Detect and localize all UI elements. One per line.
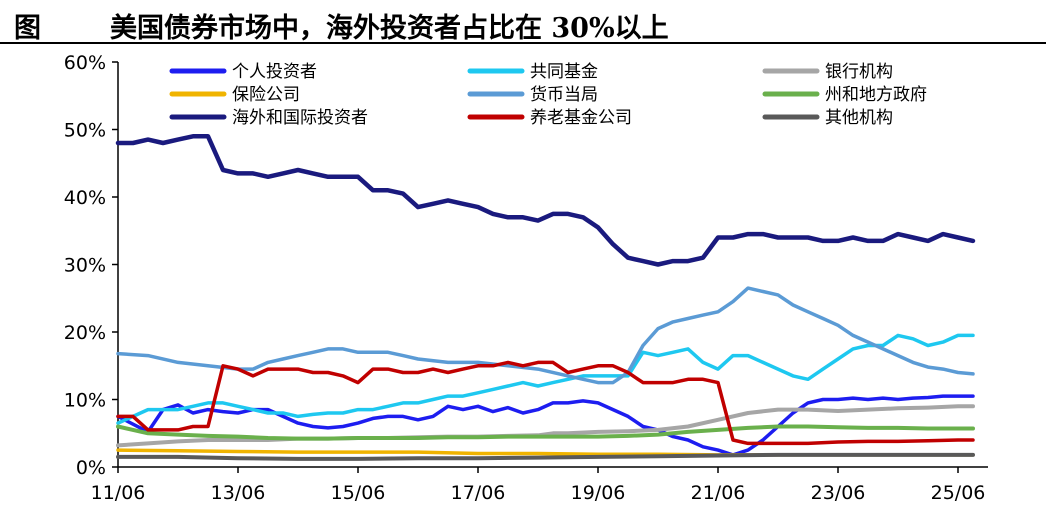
- x-tick-label: 15/06: [331, 482, 386, 504]
- legend-label: 银行机构: [825, 62, 893, 82]
- legend-label: 州和地方政府: [825, 85, 927, 105]
- x-tick-label: 21/06: [691, 482, 746, 504]
- y-tick-label: 0%: [76, 457, 106, 479]
- x-tick-label: 11/06: [91, 482, 146, 504]
- series-line-1: [116, 333, 975, 425]
- chart-axes: 0% 10% 20% 30% 40% 50% 60% 11/06 13/06 15/06 17/06…: [64, 52, 988, 504]
- y-tick-label: 60%: [64, 52, 106, 74]
- page-title: 美国债券市场中，海外投资者占比在 30%以上: [110, 13, 669, 44]
- x-tick-label: 23/06: [811, 482, 866, 504]
- chart-series: [115, 134, 976, 461]
- title-rule: [0, 42, 1046, 44]
- series-line-5: [116, 424, 975, 441]
- legend-label: 货币当局: [530, 85, 598, 105]
- legend-label: 个人投资者: [232, 62, 317, 82]
- y-tick-label: 40%: [64, 187, 106, 209]
- legend-label: 养老基金公司: [530, 108, 632, 128]
- x-tick-label: 13/06: [211, 482, 266, 504]
- figure-label: 图: [14, 13, 41, 44]
- y-tick-label: 30%: [64, 255, 106, 277]
- series-line-8: [116, 452, 975, 461]
- y-tick-label: 50%: [64, 120, 106, 142]
- series-line-4: [116, 286, 975, 385]
- title-bar: 图 美国债券市场中，海外投资者占比在 30%以上: [0, 0, 1046, 48]
- series-line-6: [115, 134, 976, 267]
- legend-label: 共同基金: [530, 62, 598, 82]
- series-line-7: [116, 360, 975, 446]
- legend-label: 保险公司: [232, 85, 300, 105]
- y-tick-label: 10%: [64, 390, 106, 412]
- x-tick-label: 25/06: [931, 482, 986, 504]
- x-tick-label: 17/06: [451, 482, 506, 504]
- legend-label: 海外和国际投资者: [232, 108, 368, 128]
- x-tick-label: 19/06: [571, 482, 626, 504]
- y-tick-label: 20%: [64, 322, 106, 344]
- legend-label: 其他机构: [825, 108, 893, 128]
- line-chart: 0% 10% 20% 30% 40% 50% 60% 11/06 13/06 15/06 17/06…: [64, 52, 988, 504]
